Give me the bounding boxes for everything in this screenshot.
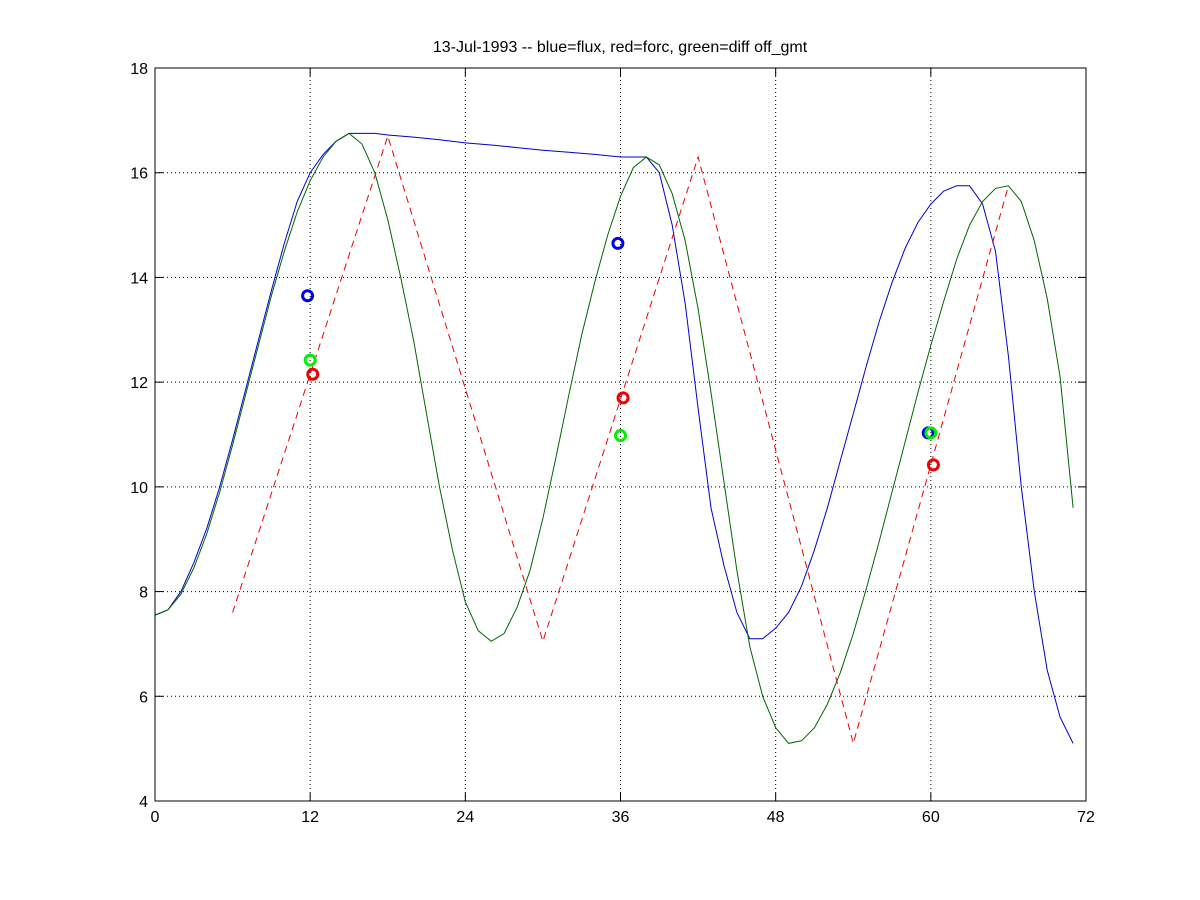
series-line-1 (154, 132, 1074, 744)
x-tick-label: 0 (151, 809, 160, 826)
x-tick-label: 12 (301, 809, 319, 826)
chart-title: 13-Jul-1993 -- blue=flux, red=forc, gree… (433, 39, 808, 56)
x-tick-label: 60 (922, 809, 940, 826)
data-marker-6 (614, 429, 627, 443)
y-tick-label: 12 (130, 375, 148, 392)
series-line-2 (154, 132, 1074, 744)
x-tick-label: 72 (1077, 809, 1095, 826)
data-marker-1 (301, 289, 315, 303)
x-tick-label: 24 (456, 809, 474, 826)
data-marker-9 (926, 458, 940, 472)
y-tick-label: 18 (130, 61, 148, 78)
y-tick-label: 14 (130, 270, 148, 287)
data-marker-4 (611, 236, 625, 250)
series-layer (154, 132, 1074, 746)
x-tick-label: 36 (612, 809, 630, 826)
data-marker-2 (303, 353, 317, 367)
data-marker-3 (306, 367, 320, 381)
data-marker-5 (616, 391, 630, 405)
y-tick-label: 6 (139, 689, 148, 706)
y-tick-label: 10 (130, 480, 148, 497)
marker-layer (301, 236, 940, 472)
plot-frame (154, 67, 1087, 802)
y-tick-label: 8 (139, 585, 148, 602)
y-tick-label: 16 (130, 166, 148, 183)
grid (155, 68, 1086, 801)
data-marker-8 (924, 426, 938, 440)
x-tick-label: 48 (767, 809, 785, 826)
y-tick-label: 4 (139, 794, 148, 811)
axes: 0 12 24 36 48 60 72 4 6 8 10 12 14 16 18 (130, 61, 1095, 826)
